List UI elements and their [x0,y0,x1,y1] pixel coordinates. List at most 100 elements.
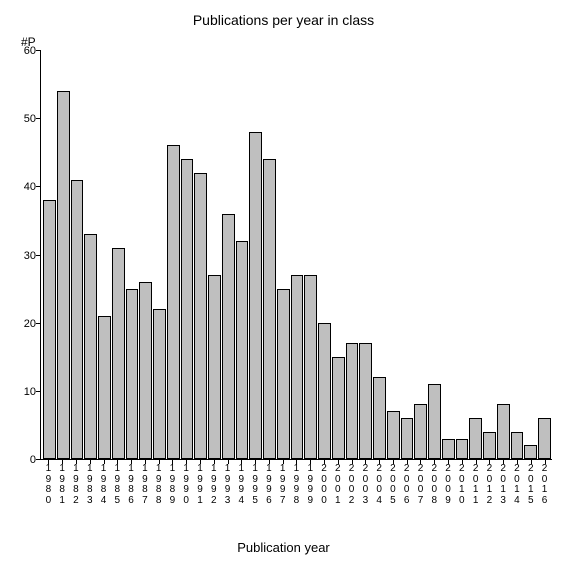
x-tick-label: 2 0 1 6 [542,464,548,506]
x-tick-label: 1 9 8 8 [156,464,162,506]
bar [456,439,469,459]
chart-title: Publications per year in class [0,12,567,28]
x-tick-label: 1 9 9 8 [294,464,300,506]
x-tick-label: 1 9 9 6 [266,464,272,506]
x-tick: 1 9 9 4 [235,460,248,520]
x-tick-label: 1 9 8 5 [115,464,121,506]
x-tick: 1 9 9 1 [194,460,207,520]
bar [414,404,427,459]
bar [98,316,111,459]
x-tick: 2 0 1 4 [511,460,524,520]
bar [84,234,97,459]
x-tick: 2 0 0 5 [387,460,400,520]
x-tick-label: 1 9 9 3 [225,464,231,506]
x-tick-label: 2 0 1 1 [473,464,479,506]
x-tick: 2 0 0 7 [414,460,427,520]
x-tick-label: 2 0 1 2 [487,464,493,506]
bar [57,91,70,459]
x-tick: 2 0 0 8 [428,460,441,520]
x-ticks: 1 9 8 01 9 8 11 9 8 21 9 8 31 9 8 41 9 8… [40,460,552,520]
x-tick-label: 1 9 8 9 [170,464,176,506]
x-tick-label: 1 9 8 3 [87,464,93,506]
x-tick: 1 9 9 6 [263,460,276,520]
x-tick: 2 0 0 2 [345,460,358,520]
x-tick: 1 9 8 1 [56,460,69,520]
x-tick: 1 9 9 2 [207,460,220,520]
x-tick: 2 0 0 4 [373,460,386,520]
x-axis-label: Publication year [0,540,567,555]
x-tick: 2 0 1 3 [497,460,510,520]
bar [442,439,455,459]
x-tick-label: 1 9 8 2 [73,464,79,506]
y-tick-label: 20 [24,318,36,330]
x-tick: 1 9 9 5 [249,460,262,520]
bar [43,200,56,459]
y-tick-label: 0 [30,454,36,466]
bar [359,343,372,459]
x-tick: 1 9 9 8 [290,460,303,520]
x-tick-label: 1 9 9 7 [280,464,286,506]
bar [483,432,496,459]
bar [263,159,276,459]
bar [249,132,262,459]
bar [497,404,510,459]
x-tick-label: 1 9 9 0 [183,464,189,506]
x-tick: 1 9 8 5 [111,460,124,520]
y-tick-label: 30 [24,250,36,262]
x-tick-label: 2 0 0 3 [363,464,369,506]
y-tick-label: 40 [24,181,36,193]
x-tick-label: 1 9 9 4 [239,464,245,506]
bar [346,343,359,459]
x-tick-label: 1 9 9 1 [197,464,203,506]
bar [332,357,345,459]
bar [304,275,317,459]
plot-area [40,50,552,460]
x-tick-label: 1 9 9 2 [211,464,217,506]
x-tick: 2 0 0 1 [331,460,344,520]
x-tick: 2 0 1 2 [483,460,496,520]
x-tick-label: 1 9 9 9 [307,464,313,506]
x-tick: 1 9 8 9 [166,460,179,520]
bar [112,248,125,459]
x-tick-label: 2 0 0 9 [445,464,451,506]
x-tick: 2 0 1 1 [469,460,482,520]
x-tick: 1 9 9 7 [276,460,289,520]
x-tick-label: 2 0 0 5 [390,464,396,506]
bar [538,418,551,459]
x-tick: 2 0 1 0 [455,460,468,520]
x-tick: 2 0 1 6 [538,460,551,520]
bars [41,50,552,459]
bar [524,445,537,459]
x-tick: 1 9 9 0 [180,460,193,520]
x-tick-label: 2 0 1 3 [500,464,506,506]
y-tick-label: 60 [24,45,36,57]
x-tick-label: 1 9 8 1 [59,464,65,506]
x-tick: 1 9 8 2 [70,460,83,520]
bar [139,282,152,459]
x-tick: 2 0 0 3 [359,460,372,520]
x-tick-label: 2 0 0 4 [376,464,382,506]
x-tick-label: 2 0 1 4 [514,464,520,506]
bar [153,309,166,459]
bar [71,180,84,459]
bar [167,145,180,459]
bar [208,275,221,459]
x-tick-label: 2 0 0 8 [431,464,437,506]
bar [387,411,400,459]
bar [401,418,414,459]
bar [373,377,386,459]
x-tick-label: 2 0 1 0 [459,464,465,506]
bar [277,289,290,459]
x-tick-label: 2 0 0 2 [349,464,355,506]
chart-container: Publications per year in class #P 010203… [0,0,567,567]
x-tick: 1 9 8 0 [42,460,55,520]
y-tick-label: 50 [24,113,36,125]
bar [469,418,482,459]
x-tick: 2 0 0 0 [318,460,331,520]
bar [222,214,235,459]
x-tick: 1 9 8 8 [152,460,165,520]
x-tick-label: 2 0 0 0 [321,464,327,506]
x-tick-label: 2 0 0 7 [418,464,424,506]
x-tick: 1 9 9 9 [304,460,317,520]
x-tick-label: 2 0 0 6 [404,464,410,506]
